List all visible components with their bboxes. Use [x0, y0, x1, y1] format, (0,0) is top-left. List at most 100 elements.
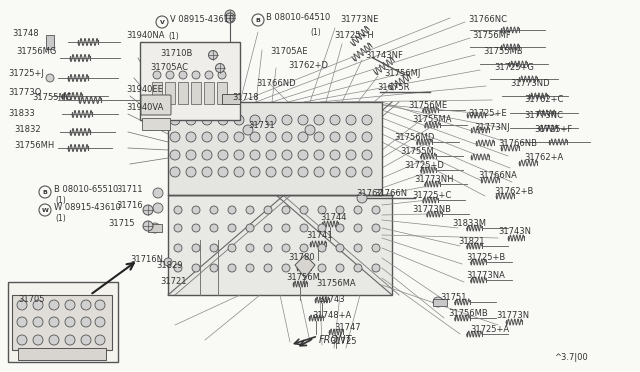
Circle shape	[234, 115, 244, 125]
Circle shape	[225, 10, 235, 20]
Circle shape	[49, 335, 59, 345]
Circle shape	[234, 132, 244, 142]
Text: 31833: 31833	[8, 109, 35, 119]
Circle shape	[209, 51, 218, 60]
Polygon shape	[295, 255, 315, 278]
Text: 31756MA: 31756MA	[316, 279, 356, 289]
Circle shape	[150, 223, 160, 233]
Circle shape	[218, 167, 228, 177]
Circle shape	[372, 206, 380, 214]
Text: 31756M: 31756M	[286, 273, 320, 282]
Circle shape	[192, 264, 200, 272]
Circle shape	[143, 205, 153, 215]
Circle shape	[330, 167, 340, 177]
FancyBboxPatch shape	[141, 95, 171, 115]
Text: 31940NA: 31940NA	[126, 32, 164, 41]
Text: (1): (1)	[55, 214, 66, 222]
Circle shape	[282, 264, 290, 272]
Text: 31766ND: 31766ND	[256, 78, 296, 87]
Text: 31725+B: 31725+B	[466, 253, 505, 263]
Text: 31755MC: 31755MC	[32, 93, 72, 103]
Text: 31773NE: 31773NE	[340, 16, 378, 25]
Text: 31705AC: 31705AC	[150, 64, 188, 73]
Text: 31705AE: 31705AE	[270, 48, 307, 57]
Text: 31766NC: 31766NC	[468, 16, 507, 25]
Circle shape	[95, 300, 105, 310]
Circle shape	[95, 317, 105, 327]
Circle shape	[266, 115, 276, 125]
Circle shape	[282, 244, 290, 252]
Text: 31716N: 31716N	[130, 256, 163, 264]
Circle shape	[314, 132, 324, 142]
Circle shape	[266, 167, 276, 177]
Text: 31762: 31762	[356, 189, 383, 199]
Text: 31762+C: 31762+C	[524, 96, 563, 105]
Text: 31773NB: 31773NB	[412, 205, 451, 215]
Circle shape	[298, 167, 308, 177]
Circle shape	[264, 244, 272, 252]
Text: 31725+A: 31725+A	[470, 326, 509, 334]
Circle shape	[174, 224, 182, 232]
Text: 31743: 31743	[318, 295, 344, 305]
Bar	[433, 298, 447, 305]
Circle shape	[314, 115, 324, 125]
Circle shape	[282, 150, 292, 160]
Text: 31940VA: 31940VA	[126, 103, 163, 112]
Text: 31725: 31725	[330, 337, 356, 346]
Text: 31751: 31751	[440, 294, 467, 302]
Circle shape	[179, 71, 187, 79]
Text: 31773NJ: 31773NJ	[474, 124, 509, 132]
Circle shape	[433, 297, 443, 307]
Circle shape	[330, 150, 340, 160]
Text: 31744: 31744	[320, 214, 346, 222]
Text: (1): (1)	[310, 28, 321, 36]
Bar	[140, 42, 240, 120]
Circle shape	[65, 300, 75, 310]
Circle shape	[81, 300, 91, 310]
Text: 31748: 31748	[12, 29, 38, 38]
Text: 31762+B: 31762+B	[494, 187, 533, 196]
Circle shape	[228, 264, 236, 272]
Circle shape	[210, 224, 218, 232]
Circle shape	[65, 335, 75, 345]
Text: 31711: 31711	[116, 186, 143, 195]
Circle shape	[362, 167, 372, 177]
Text: 31705: 31705	[18, 295, 45, 305]
Circle shape	[186, 167, 196, 177]
Circle shape	[33, 317, 43, 327]
Circle shape	[300, 264, 308, 272]
Text: 31731: 31731	[248, 122, 275, 131]
Circle shape	[266, 150, 276, 160]
Circle shape	[192, 224, 200, 232]
Circle shape	[218, 71, 226, 79]
Text: B 08010-65510: B 08010-65510	[54, 186, 118, 195]
Bar	[8, 282, 118, 362]
Bar	[168, 102, 382, 195]
Circle shape	[372, 224, 380, 232]
Text: 31725+G: 31725+G	[494, 64, 534, 73]
Text: 31832: 31832	[14, 125, 40, 135]
Circle shape	[266, 132, 276, 142]
Text: 31716: 31716	[116, 202, 143, 211]
Circle shape	[282, 132, 292, 142]
Circle shape	[246, 244, 254, 252]
Text: 31756MB: 31756MB	[448, 310, 488, 318]
Bar	[142, 118, 170, 130]
Circle shape	[264, 224, 272, 232]
Text: 31756MH: 31756MH	[14, 141, 54, 151]
Text: V: V	[159, 19, 164, 25]
Text: 31762+D: 31762+D	[288, 61, 328, 71]
Circle shape	[216, 64, 225, 73]
Circle shape	[300, 224, 308, 232]
Circle shape	[49, 317, 59, 327]
Circle shape	[202, 167, 212, 177]
Bar	[222, 94, 240, 104]
Circle shape	[250, 167, 260, 177]
Circle shape	[210, 244, 218, 252]
Bar	[148, 224, 162, 232]
Text: B: B	[255, 17, 260, 22]
Circle shape	[192, 71, 200, 79]
Circle shape	[174, 244, 182, 252]
Circle shape	[186, 150, 196, 160]
Circle shape	[298, 132, 308, 142]
